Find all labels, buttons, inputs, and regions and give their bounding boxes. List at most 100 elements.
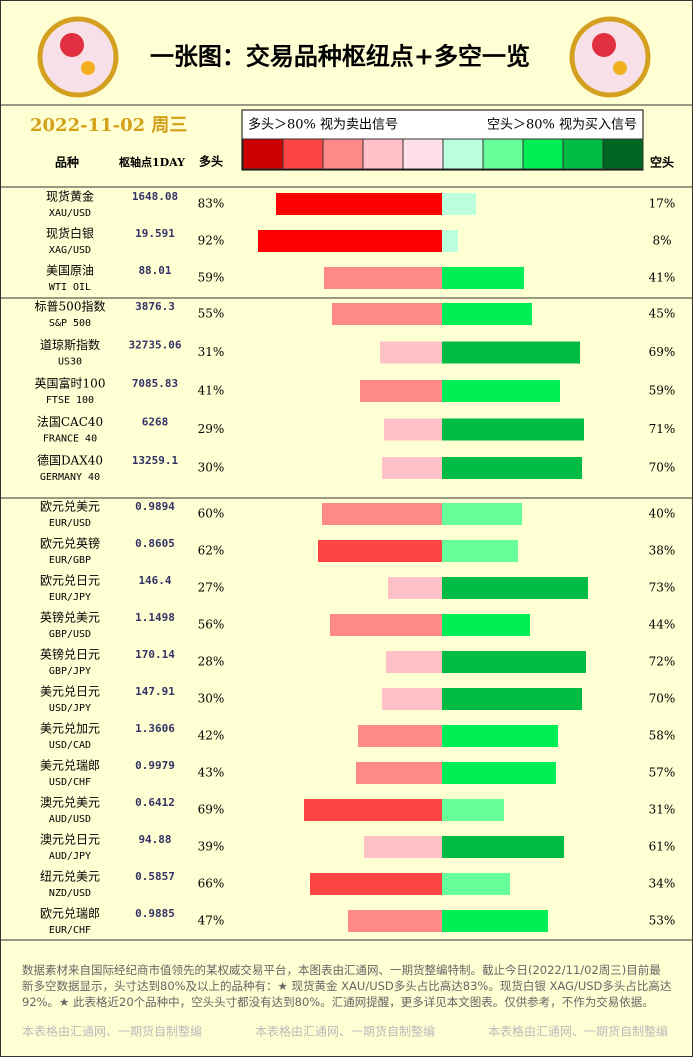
long-pct: 29% [198, 422, 225, 436]
short-bar [442, 799, 504, 821]
long-pct: 69% [198, 803, 225, 817]
legend-swatch [442, 138, 484, 170]
long-bar [318, 540, 442, 562]
logo [569, 16, 651, 98]
instrument-name: 欧元兑日元 [40, 574, 100, 588]
instrument-code: GERMANY 40 [40, 472, 100, 483]
short-pct: 72% [649, 655, 676, 669]
instrument-name: 法国CAC40 [37, 415, 103, 429]
instrument-code: USD/CAD [49, 740, 91, 751]
instrument-code: XAU/USD [49, 208, 91, 219]
pivot: 146.4 [138, 574, 171, 587]
short-bar [442, 688, 582, 710]
pivot: 170.14 [135, 648, 175, 661]
pivot: 1.3606 [135, 722, 175, 735]
instrument-code: GBP/JPY [49, 666, 91, 677]
short-pct: 59% [649, 384, 676, 398]
long-bar [258, 230, 442, 252]
instrument-name: 道琼斯指数 [40, 337, 100, 352]
header: 品种 [55, 155, 79, 170]
long-bar [322, 503, 442, 525]
short-bar [442, 267, 524, 289]
legend-swatch [322, 138, 364, 170]
short-bar [442, 341, 580, 364]
short-bar [442, 193, 476, 215]
header: 多头 [199, 154, 223, 169]
long-bar [382, 688, 442, 710]
short-pct: 17% [649, 197, 676, 211]
pivot: 3876.3 [135, 300, 175, 313]
instrument-code: GBP/USD [49, 629, 91, 640]
instrument-name: 纽元兑美元 [40, 870, 100, 884]
legend-swatch [242, 138, 284, 170]
long-pct: 66% [198, 877, 225, 891]
long-pct: 56% [198, 618, 225, 632]
long-bar [310, 873, 442, 895]
instrument-name: 欧元兑英镑 [40, 536, 100, 551]
instrument-name: 美元兑加元 [40, 722, 100, 736]
long-pct: 41% [198, 384, 225, 398]
long-bar [304, 799, 442, 821]
instrument-code: AUD/USD [49, 814, 91, 825]
instrument-name: 欧元兑美元 [40, 500, 100, 514]
legend-swatch [282, 138, 324, 170]
long-bar [384, 418, 442, 441]
instrument-code: EUR/JPY [49, 592, 91, 603]
instrument-name: 英镑兑美元 [40, 610, 100, 625]
legend-swatch [362, 138, 404, 170]
pivot: 147.91 [135, 685, 175, 698]
instrument-name: 美元兑日元 [40, 685, 100, 699]
instrument-code: XAG/USD [49, 245, 91, 256]
long-pct: 43% [198, 766, 225, 780]
instrument-code: FRANCE 40 [43, 434, 97, 445]
legend-left: 多头＞80% 视为卖出信号 [248, 117, 398, 133]
instrument-code: EUR/CHF [49, 925, 91, 936]
short-bar [442, 873, 510, 895]
long-bar [380, 341, 442, 364]
instrument-name: 德国DAX40 [37, 453, 103, 468]
long-pct: 30% [198, 692, 225, 706]
long-pct: 31% [198, 345, 225, 359]
short-pct: 70% [649, 692, 676, 706]
instrument-name: 美元兑瑞郎 [40, 759, 100, 773]
long-pct: 30% [198, 461, 225, 475]
instrument-code: AUD/JPY [49, 851, 91, 862]
short-pct: 44% [649, 618, 676, 632]
short-pct: 40% [649, 507, 676, 521]
instrument-code: USD/CHF [49, 777, 91, 788]
long-pct: 39% [198, 840, 225, 854]
long-pct: 28% [198, 655, 225, 669]
long-pct: 59% [198, 271, 225, 285]
instrument-name: 现货白银 [46, 226, 94, 241]
long-bar [276, 193, 442, 215]
pivot: 1648.08 [132, 190, 178, 203]
long-bar [364, 836, 442, 858]
short-pct: 57% [649, 766, 676, 780]
watermark: 本表格由汇通网、一期货自制整编 [488, 1024, 668, 1039]
short-bar [442, 303, 532, 325]
long-pct: 27% [198, 581, 225, 595]
legend-swatch [482, 138, 524, 170]
long-bar [332, 303, 442, 325]
short-pct: 38% [649, 544, 676, 558]
long-pct: 83% [198, 197, 225, 211]
pivot: 32735.06 [129, 339, 182, 352]
watermark: 本表格由汇通网、一期货自制整编 [255, 1024, 435, 1039]
legend-swatch [602, 138, 644, 170]
long-bar [324, 267, 442, 289]
legend-right: 空头＞80% 视为买入信号 [487, 118, 637, 133]
instrument-name: 英国富时100 [35, 376, 106, 391]
long-bar [382, 457, 442, 479]
short-bar [442, 762, 556, 784]
long-bar [356, 762, 442, 784]
short-bar [442, 577, 588, 599]
instrument-code: US30 [58, 357, 82, 368]
pivot: 0.6412 [135, 796, 175, 809]
short-pct: 41% [649, 271, 676, 285]
short-bar [442, 614, 530, 636]
short-bar [442, 230, 458, 252]
footnote: 数据素材来自国际经纪商市值领先的某权威交易平台，本图表由汇通网、一期货整编特制。… [22, 963, 672, 1009]
long-bar [348, 910, 442, 932]
logo [37, 16, 119, 98]
short-pct: 53% [649, 914, 676, 928]
